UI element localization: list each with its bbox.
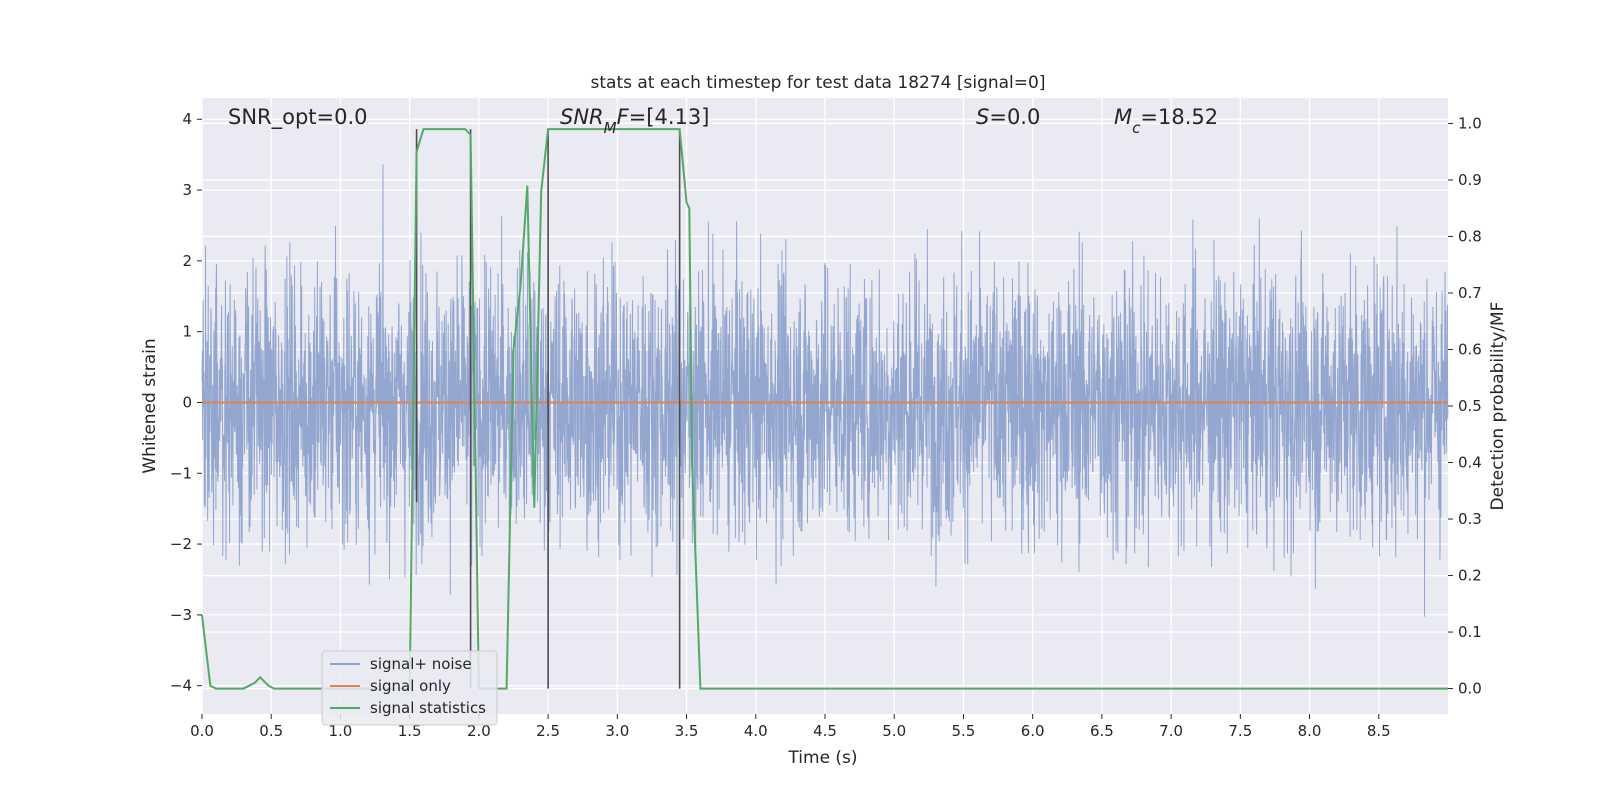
y-tick-label: 1: [182, 323, 192, 341]
y-axis-ticks: 4 3 2 1 0 −1 −2 −3 −4: [170, 110, 202, 695]
x-tick-label: 7.5: [1228, 722, 1252, 740]
x-tick-label: 1.0: [329, 722, 353, 740]
y-tick-label: 3: [182, 181, 192, 199]
annotation-snr-mf: SNRMF=[4.13]: [560, 105, 709, 137]
y-tick-label: 4: [182, 110, 192, 128]
y-tick-label: −3: [170, 606, 192, 624]
legend: signal+ noise signal only signal statist…: [321, 650, 498, 726]
legend-label-signal-only: signal only: [370, 677, 451, 695]
chart-title: stats at each timestep for test data 182…: [591, 73, 1046, 93]
y2-tick-label: 0.4: [1458, 454, 1482, 472]
x-tick-label: 3.0: [605, 722, 629, 740]
annotation-snr-opt: SNR_opt=0.0: [228, 105, 368, 130]
annotation-s: S=0.0: [976, 105, 1040, 129]
y2-tick-label: 0.5: [1458, 397, 1482, 415]
y2-axis-label: Detection probability/MF: [1488, 302, 1508, 511]
x-axis-label: Time (s): [787, 748, 857, 768]
x-tick-label: 7.0: [1159, 722, 1183, 740]
y2-tick-label: 0.0: [1458, 680, 1482, 698]
y2-tick-label: 0.9: [1458, 171, 1482, 189]
y2-axis-ticks: 1.0 0.9 0.8 0.7 0.6 0.5 0.4 0.3 0.2 0.1 0.0: [1448, 114, 1482, 698]
legend-box: [321, 650, 498, 726]
x-tick-label: 6.0: [1021, 722, 1045, 740]
legend-label-signal-statistics: signal statistics: [370, 699, 486, 717]
y2-tick-label: 0.6: [1458, 340, 1482, 358]
y2-tick-label: 0.1: [1458, 623, 1482, 641]
x-tick-label: 8.0: [1298, 722, 1322, 740]
x-tick-label: 8.5: [1367, 722, 1391, 740]
x-tick-label: 0.0: [190, 722, 214, 740]
y2-tick-label: 0.7: [1458, 284, 1482, 302]
y-tick-label: −4: [170, 677, 192, 695]
legend-label-signal-noise: signal+ noise: [370, 655, 472, 673]
x-tick-label: 4.0: [744, 722, 768, 740]
x-tick-label: 5.5: [952, 722, 976, 740]
x-tick-label: 2.0: [467, 722, 491, 740]
x-tick-label: 3.5: [675, 722, 699, 740]
y2-tick-label: 0.3: [1458, 510, 1482, 528]
annotations: SNR_opt=0.0 SNRMF=[4.13] S=0.0 Mc=18.52: [228, 105, 1218, 137]
y-tick-label: 0: [182, 393, 192, 411]
series-line-signal-noise: [201, 164, 1449, 617]
y-tick-label: −1: [170, 464, 192, 482]
x-tick-label: 6.5: [1090, 722, 1114, 740]
x-tick-label: 5.0: [882, 722, 906, 740]
annotation-mc: Mc=18.52: [1114, 105, 1218, 137]
x-tick-label: 1.5: [398, 722, 422, 740]
x-tick-label: 0.5: [259, 722, 283, 740]
x-axis-ticks: 0.0 0.5 1.0 1.5 2.0 2.5 3.0 3.5 4.0 4.5 5.0 5.5 6.0 6…: [190, 714, 1391, 740]
y2-tick-label: 0.8: [1458, 227, 1482, 245]
y-tick-label: −2: [170, 535, 192, 553]
x-tick-label: 4.5: [813, 722, 837, 740]
series-signal-noise: [201, 164, 1449, 617]
x-tick-label: 2.5: [536, 722, 560, 740]
y-axis-label: Whitened strain: [140, 338, 160, 473]
y-tick-label: 2: [182, 252, 192, 270]
y2-tick-label: 0.2: [1458, 567, 1482, 585]
y2-tick-label: 1.0: [1458, 114, 1482, 132]
